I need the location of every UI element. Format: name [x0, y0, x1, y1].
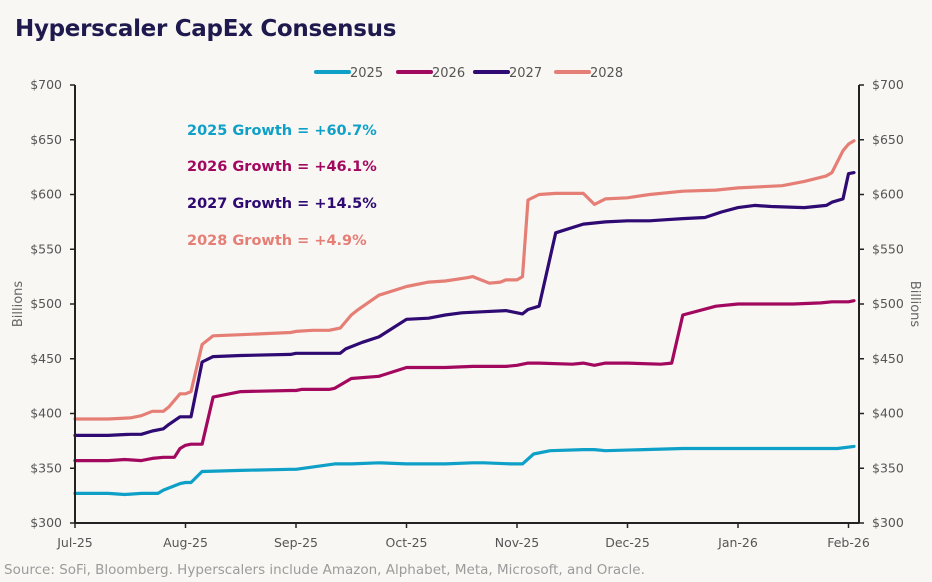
y-tick-label-left: $600: [30, 187, 62, 202]
y-tick-label-right: $600: [872, 187, 904, 202]
legend-label-2025: 2025: [350, 66, 383, 81]
y-axis-title-left: Billions: [11, 281, 26, 328]
series-line-2028: [73, 139, 856, 421]
y-tick-label-left: $350: [30, 460, 62, 475]
y-tick-label-left: $300: [30, 515, 62, 530]
y-tick-label-left: $550: [30, 241, 62, 256]
growth-annotation-2028: 2028 Growth = +4.9%: [187, 233, 367, 249]
growth-annotation-2027: 2027 Growth = +14.5%: [187, 196, 377, 212]
x-tick-label: Feb-26: [827, 535, 870, 550]
x-tick-label: Jul-25: [56, 535, 93, 550]
y-tick-label-right: $450: [872, 351, 904, 366]
y-tick-label-right: $500: [872, 296, 904, 311]
legend-label-2026: 2026: [432, 66, 465, 81]
legend: 2025 2026 2027 2028: [314, 66, 623, 81]
legend-label-2027: 2027: [509, 66, 542, 81]
ticks: $300 $300 $350 $350 $400 $400 $450 $450 $500 $500…: [30, 77, 904, 550]
x-tick-label: Oct-25: [385, 535, 427, 550]
x-tick-label: Sep-25: [274, 535, 318, 550]
y-tick-label-right: $550: [872, 241, 904, 256]
y-tick-label-left: $500: [30, 296, 62, 311]
y-tick-label-left: $650: [30, 132, 62, 147]
x-tick-label: Dec-25: [605, 535, 650, 550]
source-note: Source: SoFi, Bloomberg. Hyperscalers in…: [4, 562, 645, 578]
x-tick-label: Nov-25: [495, 535, 539, 550]
y-axis-title-right: Billions: [907, 281, 922, 328]
y-tick-label-left: $700: [30, 77, 62, 92]
y-tick-label-right: $700: [872, 77, 904, 92]
legend-label-2028: 2028: [590, 66, 623, 81]
series-layer: [73, 139, 856, 497]
y-tick-label-right: $350: [872, 460, 904, 475]
series-line-2025: [73, 444, 856, 497]
chart-title: Hyperscaler CapEx Consensus: [15, 16, 397, 42]
y-tick-label-right: $300: [872, 515, 904, 530]
series-line-2027: [73, 171, 856, 437]
annotations: 2025 Growth = +60.7% 2026 Growth = +46.1%…: [187, 123, 377, 249]
growth-annotation-2025: 2025 Growth = +60.7%: [187, 123, 377, 139]
series-line-2026: [73, 299, 856, 463]
y-tick-label-left: $450: [30, 351, 62, 366]
y-tick-label-right: $400: [872, 406, 904, 421]
x-tick-label: Jan-26: [717, 535, 758, 550]
y-tick-label-right: $650: [872, 132, 904, 147]
y-tick-label-left: $400: [30, 406, 62, 421]
x-tick-label: Aug-25: [163, 535, 208, 550]
growth-annotation-2026: 2026 Growth = +46.1%: [187, 159, 377, 175]
